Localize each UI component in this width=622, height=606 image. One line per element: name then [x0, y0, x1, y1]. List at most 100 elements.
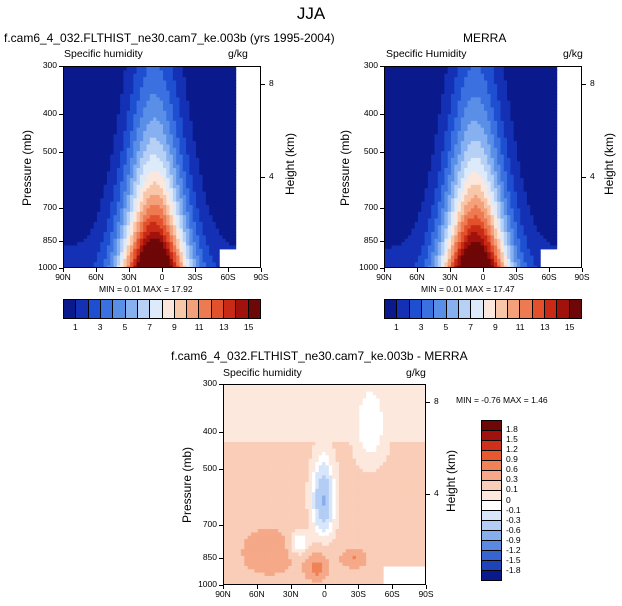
contour-cell — [414, 235, 419, 240]
contour-cell — [123, 83, 128, 88]
contour-cell — [460, 168, 465, 172]
contour-cell — [474, 114, 478, 119]
contour-cell — [93, 235, 98, 240]
contour-cell — [215, 124, 220, 129]
contour-cell — [130, 208, 134, 213]
contour-cell — [474, 235, 478, 240]
contour-cell — [454, 90, 459, 95]
contour-cell — [477, 194, 482, 199]
contour-cell — [404, 164, 409, 169]
contour-cell — [202, 221, 207, 226]
contour-cell — [437, 127, 442, 132]
contour-cell — [90, 178, 95, 183]
contour-cell — [97, 171, 101, 176]
contour-cell — [133, 134, 138, 139]
contour-cell — [464, 215, 469, 220]
contour-cell — [80, 181, 85, 186]
contour-cell — [451, 242, 455, 247]
contour-cell — [421, 252, 426, 257]
contour-cell — [186, 114, 190, 119]
contour-cell — [149, 215, 154, 220]
contour-cell — [447, 248, 452, 253]
contour-cell — [199, 157, 204, 162]
contour-cell — [434, 218, 439, 223]
contour-cell — [394, 228, 399, 233]
contour-cell — [106, 144, 111, 149]
contour-cell — [196, 265, 200, 267]
contour-cell — [232, 151, 237, 156]
contour-cell — [113, 114, 118, 119]
contour-cell — [186, 124, 190, 129]
contour-cell — [77, 164, 82, 169]
contour-cell — [113, 248, 118, 253]
contour-cell — [100, 225, 105, 230]
contour-cell — [87, 157, 91, 162]
contour-cell — [229, 77, 233, 82]
contour-cell — [434, 77, 439, 82]
contour-cell — [120, 178, 124, 183]
contour-cell — [477, 168, 482, 172]
contour-cell — [146, 225, 151, 230]
contour-cell — [163, 245, 167, 250]
contour-cell — [110, 168, 115, 172]
contour-cell — [139, 265, 144, 267]
contour-cell — [464, 198, 469, 203]
contour-cell — [212, 77, 217, 82]
contour-cell — [139, 262, 144, 267]
contour-cell — [477, 97, 482, 102]
contour-cell — [120, 100, 124, 105]
contour-cell — [205, 157, 210, 162]
contour-cell — [87, 265, 91, 267]
contour-cell — [431, 181, 436, 186]
contour-cell — [80, 110, 85, 115]
contour-cell — [90, 134, 95, 139]
contour-cell — [447, 235, 452, 240]
contour-cell — [130, 80, 134, 85]
contour-cell — [70, 238, 75, 243]
contour-cell — [192, 161, 197, 166]
contour-cell — [205, 154, 210, 159]
contour-cell — [464, 77, 469, 82]
contour-cell — [116, 218, 121, 223]
contour-cell — [163, 265, 167, 267]
contour-cell — [209, 73, 214, 78]
contour-cell — [100, 110, 105, 115]
contour-cell — [87, 255, 91, 260]
contour-cell — [414, 107, 419, 112]
contour-cell — [398, 110, 403, 115]
contour-cell — [163, 83, 167, 88]
contour-cell — [192, 211, 197, 216]
contour-cell — [130, 231, 134, 236]
contour-cell — [186, 117, 190, 122]
contour-cell — [444, 255, 449, 260]
contour-cell — [149, 181, 154, 186]
contour-cell — [90, 248, 95, 253]
contour-cell — [232, 114, 237, 119]
contour-cell — [467, 242, 472, 247]
contour-cell — [391, 127, 396, 132]
contour-cell — [209, 201, 214, 206]
contour-cell — [232, 90, 237, 95]
contour-cell — [431, 110, 436, 115]
contour-cell — [159, 178, 164, 183]
contour-cell — [156, 262, 161, 267]
contour-cell — [418, 265, 422, 267]
contour-cell — [480, 238, 485, 243]
contour-cell — [404, 120, 409, 125]
contour-cell — [457, 97, 462, 102]
contour-cell — [474, 137, 478, 142]
contour-cell — [408, 252, 412, 257]
contour-cell — [146, 262, 151, 267]
contour-cell — [163, 144, 167, 149]
contour-cell — [186, 80, 190, 85]
contour-cell — [418, 248, 422, 253]
contour-cell — [110, 242, 115, 247]
contour-cell — [232, 225, 237, 230]
contour-cell — [163, 114, 167, 119]
contour-cell — [163, 235, 167, 240]
contour-cell — [93, 127, 98, 132]
contour-cell — [385, 262, 389, 267]
contour-cell — [83, 225, 88, 230]
contour-cell — [166, 117, 171, 122]
contour-cell — [159, 97, 164, 102]
